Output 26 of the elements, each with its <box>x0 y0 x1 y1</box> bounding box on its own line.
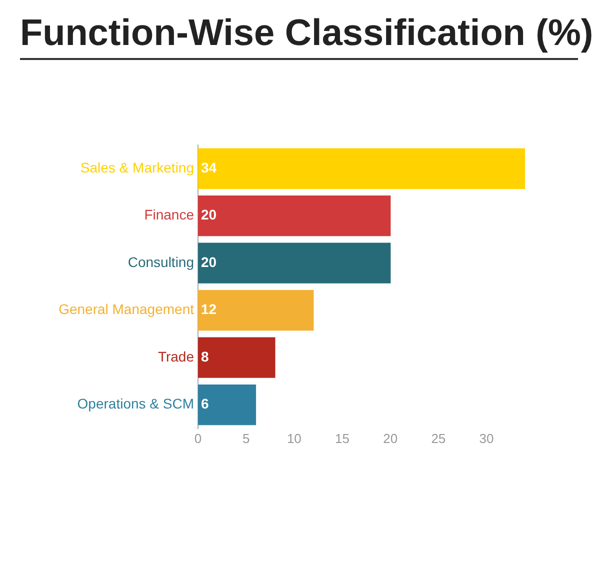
bar <box>198 196 391 236</box>
chart-title: Function-Wise Classification (%) <box>20 12 594 55</box>
x-tick-label: 20 <box>383 430 398 446</box>
data-label: 8 <box>201 348 209 364</box>
bar <box>198 148 525 189</box>
x-tick-label: 5 <box>242 430 250 446</box>
y-tick-label: Consulting <box>128 254 194 270</box>
data-label: 12 <box>201 301 217 318</box>
bar <box>198 337 276 378</box>
y-tick-label: Sales & Marketing <box>80 159 194 176</box>
y-tick-label: Trade <box>158 348 194 364</box>
data-label: 20 <box>201 254 217 270</box>
x-tick-label: 15 <box>335 430 350 446</box>
x-tick-label: 30 <box>479 430 494 446</box>
data-label: 6 <box>201 396 209 412</box>
y-tick-label: Operations & SCM <box>77 396 194 412</box>
y-tick-label: Finance <box>144 206 194 223</box>
data-label: 34 <box>201 159 217 176</box>
data-label: 20 <box>201 206 217 223</box>
x-tick-label: 25 <box>431 430 446 446</box>
x-tick-label: 10 <box>286 430 302 446</box>
bar <box>198 290 314 331</box>
bar <box>198 242 391 284</box>
y-tick-label: General Management <box>58 301 194 318</box>
bar <box>198 384 256 426</box>
x-tick-label: 0 <box>194 430 202 446</box>
